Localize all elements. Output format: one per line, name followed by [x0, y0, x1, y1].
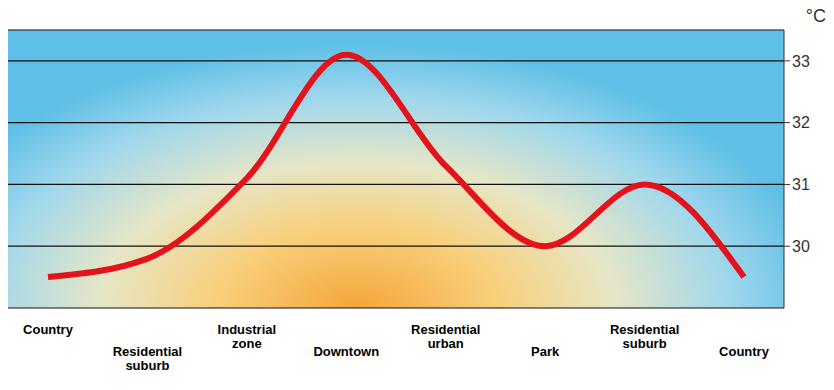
svg-text:30: 30 — [792, 238, 810, 255]
svg-text:33: 33 — [792, 53, 810, 70]
svg-text:Residentialsuburb: Residentialsuburb — [113, 344, 182, 373]
svg-text:Residentialsuburb: Residentialsuburb — [610, 322, 679, 351]
svg-text:31: 31 — [792, 176, 810, 193]
svg-text:Downtown: Downtown — [313, 344, 379, 359]
svg-text:Industrialzone: Industrialzone — [218, 322, 277, 351]
html-text:°C: °C — [805, 6, 826, 26]
svg-text:Park: Park — [531, 344, 560, 359]
svg-text:Country: Country — [719, 344, 770, 359]
svg-text:Country: Country — [23, 322, 74, 337]
svg-text:32: 32 — [792, 114, 810, 131]
svg-text:Residentialurban: Residentialurban — [411, 322, 480, 351]
